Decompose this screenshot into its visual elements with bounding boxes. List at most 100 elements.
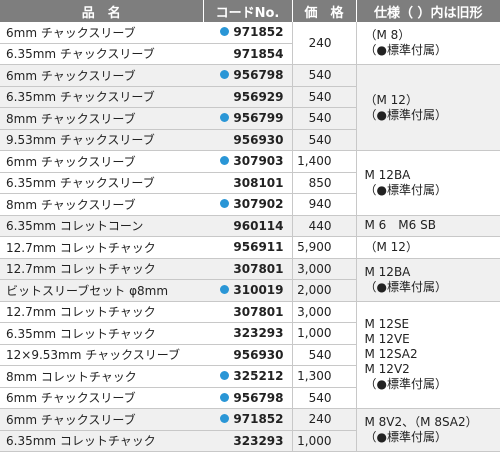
code-number: 307902	[233, 197, 283, 211]
spec-cell: （M 12） （●標準付属）	[356, 65, 500, 151]
standard-accessory-dot-icon	[220, 393, 229, 402]
table-row: 6.35mm コレットコーン 960114 440 M 6 M6 SB	[0, 215, 500, 237]
code-number: 325212	[233, 369, 283, 383]
spec-cell: （M 8） （●標準付属）	[356, 22, 500, 65]
price: 3,000	[292, 258, 356, 280]
spec-line: （●標準付属）	[365, 43, 500, 58]
price: 1,000	[292, 323, 356, 345]
code-number: 971852	[233, 412, 283, 426]
spec-cell: M 12BA （●標準付属）	[356, 258, 500, 301]
spec-line: M 12VE	[365, 332, 500, 347]
header-code: コードNo.	[203, 0, 292, 22]
product-name: ビットスリーブセット φ8mm	[0, 280, 203, 302]
spec-cell: （M 12）	[356, 237, 500, 259]
price: 440	[292, 215, 356, 237]
product-name: 12.7mm コレットチャック	[0, 258, 203, 280]
code-number: 307801	[203, 301, 292, 323]
spec-cell: M 6 M6 SB	[356, 215, 500, 237]
product-name: 6mm チャックスリーブ	[0, 65, 203, 87]
product-name: 12×9.53mm チャックスリーブ	[0, 344, 203, 366]
spec-line: （M 8）	[365, 28, 500, 43]
product-name: 8mm チャックスリーブ	[0, 108, 203, 130]
standard-accessory-dot-icon	[220, 414, 229, 423]
table-row: 6mm チャックスリーブ 971852 240 M 8V2、（M 8SA2） （…	[0, 409, 500, 431]
price: 3,000	[292, 301, 356, 323]
header-price: 価 格	[292, 0, 356, 22]
standard-accessory-dot-icon	[220, 199, 229, 208]
product-name: 6mm チャックスリーブ	[0, 151, 203, 173]
product-name: 6.35mm チャックスリーブ	[0, 86, 203, 108]
spec-line: M 12BA	[365, 168, 500, 183]
table-row: 12.7mm コレットチャック 307801 3,000 M 12SE M 12…	[0, 301, 500, 323]
code-number: 323293	[203, 323, 292, 345]
code-number: 956911	[203, 237, 292, 259]
header-name: 品 名	[0, 0, 203, 22]
code-number: 971854	[203, 43, 292, 65]
price: 1,400	[292, 151, 356, 173]
code-number: 956798	[233, 391, 283, 405]
product-name: 6mm チャックスリーブ	[0, 409, 203, 431]
product-name: 6.35mm コレットコーン	[0, 215, 203, 237]
spec-line: M 12SE	[365, 317, 500, 332]
standard-accessory-dot-icon	[220, 70, 229, 79]
code-number: 310019	[233, 283, 283, 297]
code-number: 307903	[233, 154, 283, 168]
price: 540	[292, 129, 356, 151]
standard-accessory-dot-icon	[220, 113, 229, 122]
price: 5,900	[292, 237, 356, 259]
product-name: 6mm チャックスリーブ	[0, 387, 203, 409]
price: 240	[292, 22, 356, 65]
product-name: 12.7mm コレットチャック	[0, 301, 203, 323]
spec-line: M 12SA2	[365, 347, 500, 362]
table-row: 12.7mm コレットチャック 956911 5,900 （M 12）	[0, 237, 500, 259]
spec-cell: M 12BA （●標準付属）	[356, 151, 500, 216]
table-row: 6mm チャックスリーブ 307903 1,400 M 12BA （●標準付属）	[0, 151, 500, 173]
standard-accessory-dot-icon	[220, 156, 229, 165]
spec-cell: M 12SE M 12VE M 12SA2 M 12V2 （●標準付属）	[356, 301, 500, 409]
product-name: 6mm チャックスリーブ	[0, 22, 203, 43]
spec-line: M 8V2、（M 8SA2）	[365, 415, 500, 430]
price: 540	[292, 108, 356, 130]
price: 540	[292, 65, 356, 87]
header-spec: 仕様（ ）内は旧形	[356, 0, 500, 22]
spec-line: （●標準付属）	[365, 430, 500, 445]
spec-line: （●標準付属）	[365, 183, 500, 198]
product-name: 6.35mm チャックスリーブ	[0, 172, 203, 194]
spec-line: （M 12）	[365, 93, 500, 108]
code-number: 323293	[203, 430, 292, 452]
spec-cell: M 8V2、（M 8SA2） （●標準付属）	[356, 409, 500, 452]
product-name: 12.7mm コレットチャック	[0, 237, 203, 259]
standard-accessory-dot-icon	[220, 371, 229, 380]
code-number: 960114	[203, 215, 292, 237]
price: 940	[292, 194, 356, 216]
price: 1,000	[292, 430, 356, 452]
header-row: 品 名 コードNo. 価 格 仕様（ ）内は旧形	[0, 0, 500, 22]
table-row: 6mm チャックスリーブ 971852 240 （M 8） （●標準付属）	[0, 22, 500, 43]
code-number: 971852	[233, 25, 283, 39]
product-name: 8mm チャックスリーブ	[0, 194, 203, 216]
product-name: 6.35mm チャックスリーブ	[0, 43, 203, 65]
product-name: 8mm コレットチャック	[0, 366, 203, 388]
spec-line: （M 12）	[365, 240, 500, 255]
table-row: 6mm チャックスリーブ 956798 540 （M 12） （●標準付属）	[0, 65, 500, 87]
price: 2,000	[292, 280, 356, 302]
price: 240	[292, 409, 356, 431]
spec-line: M 6 M6 SB	[365, 218, 500, 233]
product-name: 9.53mm チャックスリーブ	[0, 129, 203, 151]
code-number: 956930	[203, 344, 292, 366]
code-number: 307801	[203, 258, 292, 280]
spec-line: （●標準付属）	[365, 280, 500, 295]
code-number: 956929	[203, 86, 292, 108]
standard-accessory-dot-icon	[220, 285, 229, 294]
spec-line: （●標準付属）	[365, 108, 500, 123]
spec-line: M 12BA	[365, 265, 500, 280]
code-number: 956799	[233, 111, 283, 125]
price: 1,300	[292, 366, 356, 388]
product-name: 6.35mm コレットチャック	[0, 323, 203, 345]
price: 850	[292, 172, 356, 194]
product-name: 6.35mm コレットチャック	[0, 430, 203, 452]
code-number: 308101	[203, 172, 292, 194]
price: 540	[292, 86, 356, 108]
table-row: 12.7mm コレットチャック 307801 3,000 M 12BA （●標準…	[0, 258, 500, 280]
